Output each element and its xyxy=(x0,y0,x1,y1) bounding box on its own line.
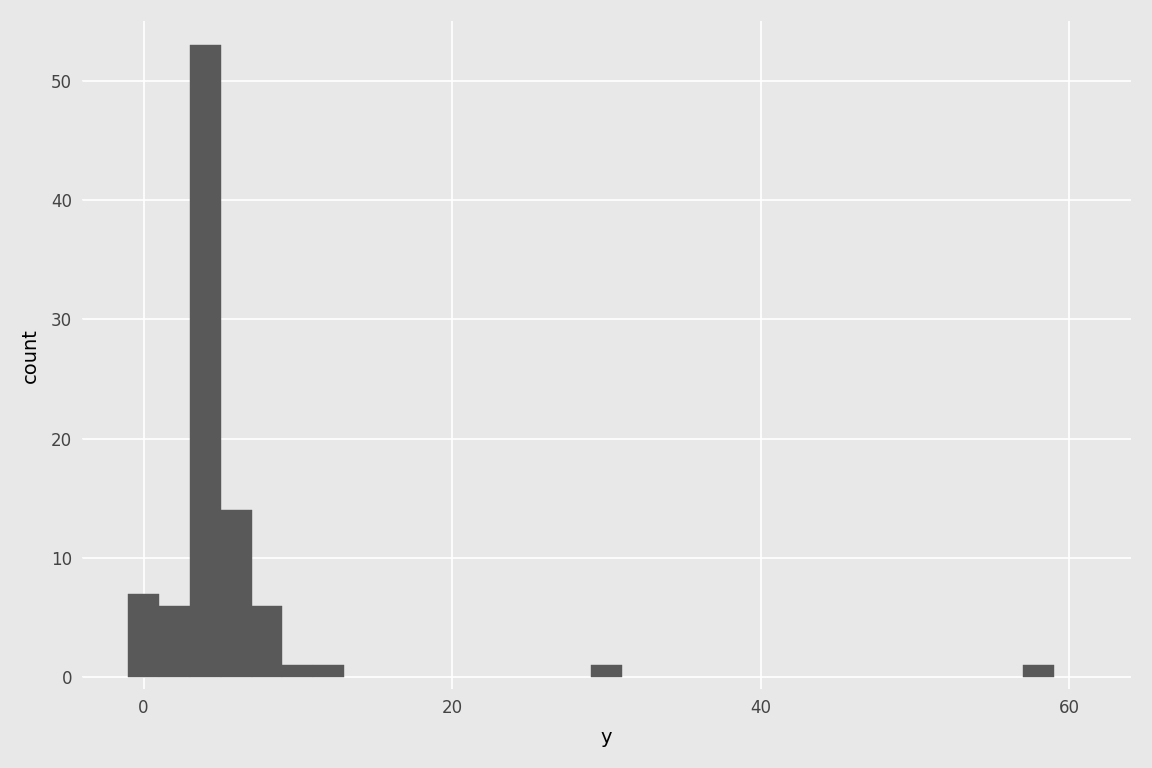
Bar xyxy=(221,510,251,677)
X-axis label: y: y xyxy=(600,728,612,747)
Bar xyxy=(591,665,622,677)
Bar xyxy=(251,606,282,677)
Bar xyxy=(159,606,190,677)
Y-axis label: count: count xyxy=(21,328,40,382)
Bar xyxy=(282,665,313,677)
Bar xyxy=(190,45,221,677)
Bar xyxy=(313,665,344,677)
Bar xyxy=(1023,665,1054,677)
Bar xyxy=(128,594,159,677)
